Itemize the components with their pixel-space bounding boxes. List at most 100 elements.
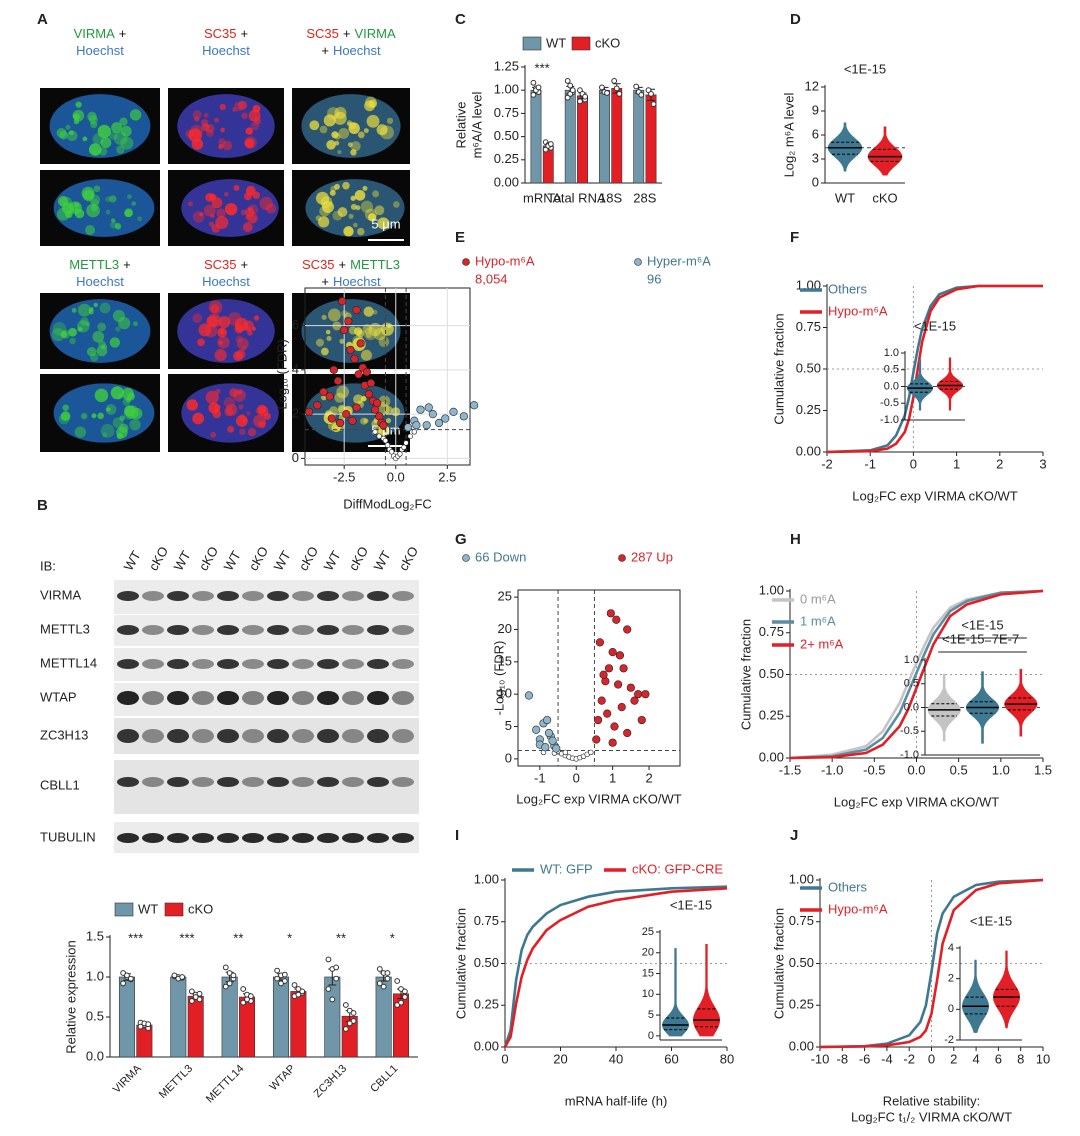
data-point [611,78,618,84]
stain-word: + [240,257,248,272]
data-point [344,317,353,326]
x-tick-label: 18S [599,190,622,205]
data-point [641,690,650,699]
speckle [87,111,97,122]
band [217,729,239,743]
data-point [342,1002,349,1008]
x-tick-label: -1 [864,456,876,471]
stain-word: Hoechst [333,43,381,58]
speckle [61,329,71,339]
speckle [223,396,235,409]
y-axis-label: Cumulative fraction [453,908,468,1019]
speckle [380,125,394,140]
y-tick-label: 0.75 [789,913,814,928]
speckle [82,189,95,202]
stain-word: VIRMA [354,26,396,41]
p-value: <1E-15 [961,617,1003,632]
speckle [91,413,97,419]
legend-note: 8,054 [475,271,508,286]
band [317,625,339,635]
speckle [65,124,71,130]
speckle [348,326,357,335]
speckle [350,149,357,156]
y-tick-label: 2 [948,973,954,985]
speckle [215,215,229,229]
speckle [218,316,231,328]
legend-label: Hypo-m⁶A [828,303,888,318]
speckle [119,415,125,421]
y-tick-label: 1.5 [86,928,104,943]
data-point [171,972,178,979]
band [217,591,239,601]
panel-letter: G [455,531,467,548]
y-tick-label: 0.00 [474,1038,499,1053]
significance: ** [233,930,243,945]
speckle [238,404,244,410]
data-point [595,638,605,647]
cdf-line [789,589,1044,760]
y-tick-label: 0.50 [759,666,784,681]
speckle [192,211,205,223]
data-point [449,407,458,417]
stain-label: Hoechst [76,274,124,289]
bar [633,89,645,184]
speckle [86,203,100,218]
protein-label: VIRMA [40,587,82,602]
speckle [60,331,68,338]
data-point [372,429,378,435]
speckle [327,420,338,431]
speckle [215,388,221,395]
band [142,625,164,635]
x-tick-label: 8 [1017,1051,1024,1066]
stain-word: + [321,43,329,58]
legend-label: Hypo-m⁶A [475,253,535,268]
speckle [82,136,88,142]
data-point [338,297,347,306]
x-tick-label: -2.5 [333,469,355,484]
legend-label: Hypo-m⁶A [828,901,888,916]
speckle [318,216,330,228]
data-point [388,449,395,455]
data-point [240,986,247,992]
speckle [326,335,332,341]
y-tick-label: 0 [812,174,819,189]
speckle [109,195,117,203]
speckle [336,385,350,399]
x-axis-label: Relative stability: [883,1093,981,1108]
data-point [599,670,608,679]
speckle [102,432,108,438]
legend-label: cKO: GFP-CRE [632,861,723,876]
y-tick-label: 1.0 [904,654,919,666]
speckle [386,117,394,125]
speckle [97,412,104,420]
speckle [214,404,221,412]
speckle [350,195,356,201]
stain-label: SC35 + VIRMA [306,26,396,41]
band [217,625,239,635]
data-point [434,418,444,428]
data-point [593,715,603,725]
speckle [309,120,320,131]
data-point [376,980,383,987]
speckle [125,405,139,419]
x-axis-label: Log₂FC exp VIRMA cKO/WT [834,794,999,809]
y-tick-label: 0.5 [884,364,899,376]
speckle [222,140,233,151]
speckle [363,128,369,134]
band [267,833,289,843]
violin [906,359,934,411]
legend-label: WT: GFP [540,861,593,876]
speckle [77,326,83,332]
speckle [207,313,222,328]
violin [936,357,964,411]
panel-letter: A [37,11,48,28]
speckle [129,419,141,431]
data-point [352,403,361,412]
y-tick-label: 15 [498,653,512,668]
data-point [230,972,237,979]
data-point [291,982,298,988]
legend-label: 287 Up [631,549,673,564]
data-point [562,749,569,756]
x-tick-label: 0.5 [950,762,968,777]
